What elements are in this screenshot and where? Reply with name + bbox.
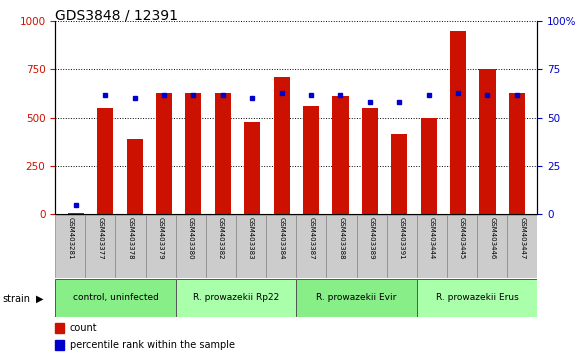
Bar bbox=[156, 93, 172, 214]
Bar bbox=[116, 215, 146, 278]
Text: GSM403380: GSM403380 bbox=[188, 217, 194, 259]
Text: GSM403378: GSM403378 bbox=[128, 217, 134, 259]
Bar bbox=[55, 215, 85, 278]
Text: GSM403382: GSM403382 bbox=[218, 217, 224, 259]
Bar bbox=[215, 93, 231, 214]
Bar bbox=[421, 118, 437, 214]
Text: GSM403383: GSM403383 bbox=[248, 217, 254, 259]
Bar bbox=[387, 215, 417, 278]
Text: count: count bbox=[70, 323, 97, 333]
Bar bbox=[417, 215, 447, 278]
Text: GSM403377: GSM403377 bbox=[98, 217, 103, 259]
Text: GSM403391: GSM403391 bbox=[399, 217, 405, 259]
Bar bbox=[327, 215, 357, 278]
Text: GSM403444: GSM403444 bbox=[429, 217, 435, 259]
Bar bbox=[447, 215, 477, 278]
Bar bbox=[266, 215, 296, 278]
Text: R. prowazekii Erus: R. prowazekii Erus bbox=[436, 293, 518, 302]
Bar bbox=[417, 279, 537, 317]
Bar bbox=[185, 93, 202, 214]
Bar bbox=[479, 69, 496, 214]
Bar bbox=[68, 213, 84, 214]
Bar bbox=[507, 215, 537, 278]
Bar bbox=[332, 97, 349, 214]
Text: GSM403389: GSM403389 bbox=[369, 217, 375, 259]
Text: R. prowazekii Rp22: R. prowazekii Rp22 bbox=[193, 293, 279, 302]
Bar bbox=[236, 215, 266, 278]
Bar bbox=[391, 134, 407, 214]
Text: GSM403445: GSM403445 bbox=[459, 217, 465, 259]
Bar bbox=[450, 31, 466, 214]
Bar bbox=[175, 279, 296, 317]
Bar bbox=[85, 215, 116, 278]
Bar bbox=[296, 279, 417, 317]
Text: GSM403388: GSM403388 bbox=[339, 217, 345, 259]
Text: ▶: ▶ bbox=[36, 294, 44, 304]
Bar bbox=[55, 279, 175, 317]
Bar bbox=[296, 215, 327, 278]
Text: strain: strain bbox=[3, 294, 31, 304]
Bar bbox=[357, 215, 387, 278]
Text: percentile rank within the sample: percentile rank within the sample bbox=[70, 340, 235, 350]
Bar bbox=[55, 323, 64, 333]
Bar bbox=[244, 121, 260, 214]
Bar bbox=[127, 139, 143, 214]
Bar bbox=[477, 215, 507, 278]
Bar bbox=[509, 93, 525, 214]
Text: R. prowazekii Evir: R. prowazekii Evir bbox=[317, 293, 397, 302]
Bar bbox=[206, 215, 236, 278]
Text: GSM403384: GSM403384 bbox=[278, 217, 284, 259]
Bar bbox=[362, 108, 378, 214]
Bar bbox=[274, 77, 290, 214]
Bar bbox=[97, 108, 113, 214]
Bar bbox=[55, 340, 64, 350]
Bar bbox=[146, 215, 176, 278]
Text: control, uninfected: control, uninfected bbox=[73, 293, 159, 302]
Text: GSM403379: GSM403379 bbox=[157, 217, 164, 259]
Text: GSM403281: GSM403281 bbox=[67, 217, 73, 259]
Text: GDS3848 / 12391: GDS3848 / 12391 bbox=[55, 9, 178, 23]
Text: GSM403387: GSM403387 bbox=[309, 217, 314, 259]
Bar bbox=[175, 215, 206, 278]
Bar bbox=[303, 106, 319, 214]
Text: GSM403447: GSM403447 bbox=[519, 217, 525, 259]
Text: GSM403446: GSM403446 bbox=[489, 217, 495, 259]
